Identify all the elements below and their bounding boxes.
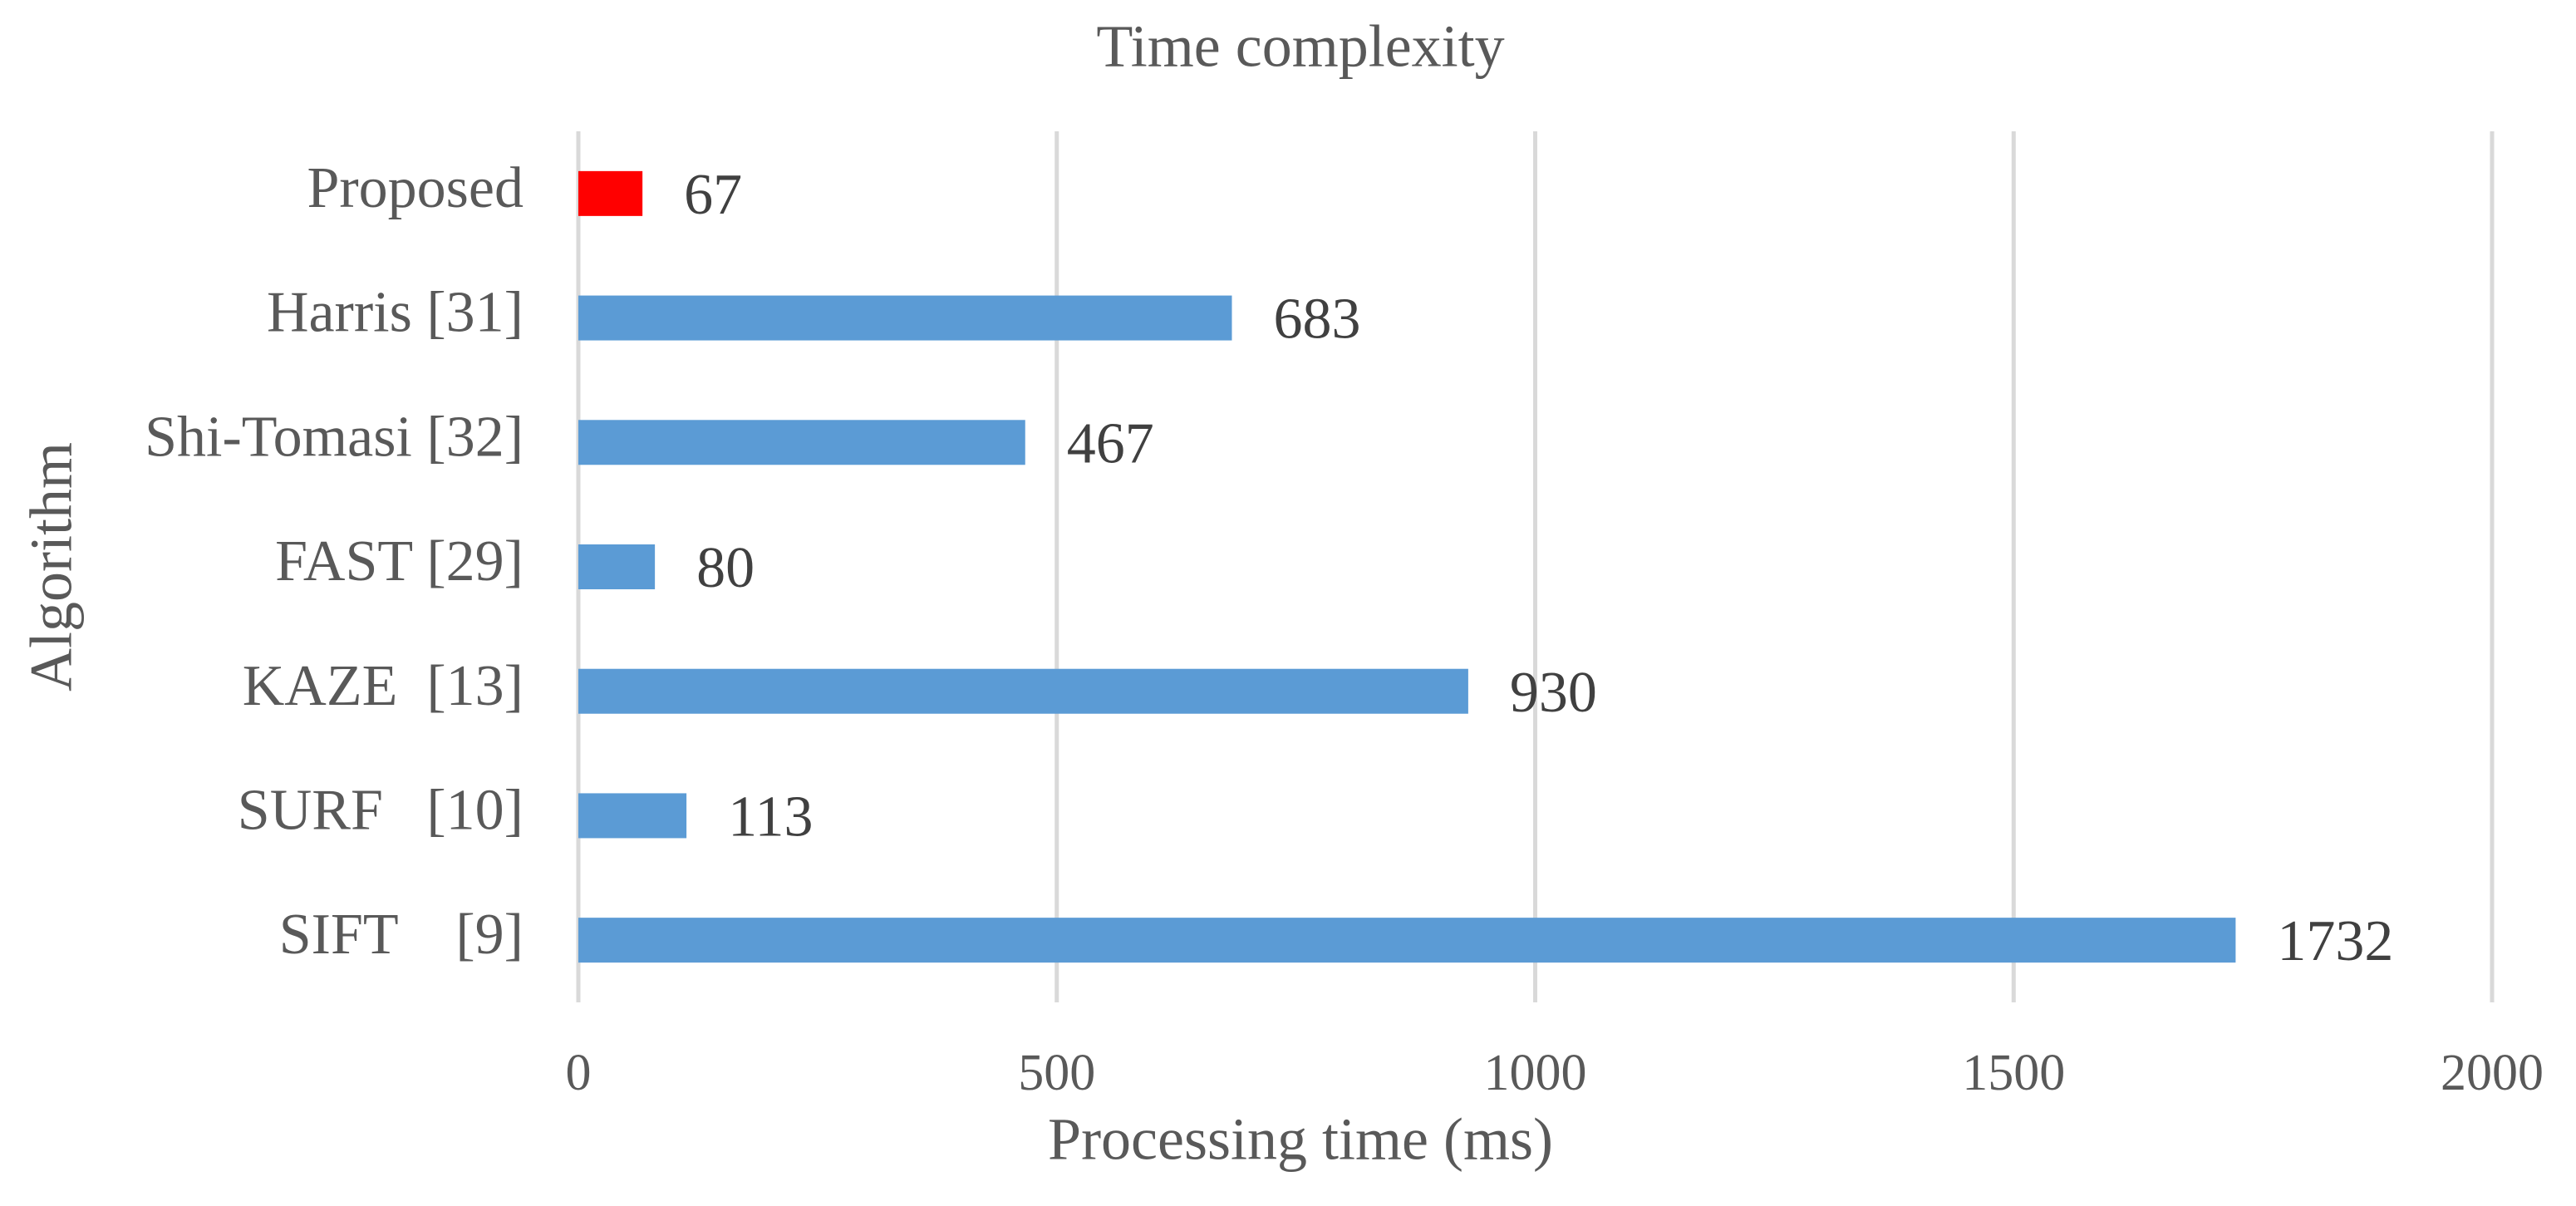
value-label: 67 [684,163,742,227]
value-label: 683 [1273,288,1360,352]
bar [578,793,687,839]
value-label: 467 [1067,411,1154,475]
x-tick-label: 1500 [1962,1045,2065,1101]
y-tick-label: KAZE [13] [243,654,524,718]
y-tick-label: FAST [29] [275,529,524,593]
x-axis-label: Processing time (ms) [1048,1106,1553,1173]
bar [578,918,2236,963]
x-tick-label: 1000 [1484,1045,1587,1101]
y-tick-label: Shi-Tomasi [32] [145,405,524,469]
bar [578,668,1468,714]
chart-title: Time complexity [1096,13,1504,80]
x-tick-label: 500 [1018,1045,1095,1101]
y-tick-label: SIFT [9] [279,903,524,967]
bar [578,420,1025,465]
value-label: 930 [1510,661,1597,725]
bar [578,295,1232,341]
y-tick-label: SURF [10] [238,778,524,842]
y-tick-label: Harris [31] [267,281,524,345]
x-tick-label: 2000 [2441,1045,2544,1101]
value-label: 1732 [2277,909,2393,973]
y-tick-label: Proposed [307,156,524,220]
bar [578,544,656,589]
x-tick-label: 0 [566,1045,592,1101]
bar [578,170,643,216]
y-axis-label: Algorithm [18,442,85,692]
value-label: 113 [728,785,813,849]
value-label: 80 [696,536,755,600]
